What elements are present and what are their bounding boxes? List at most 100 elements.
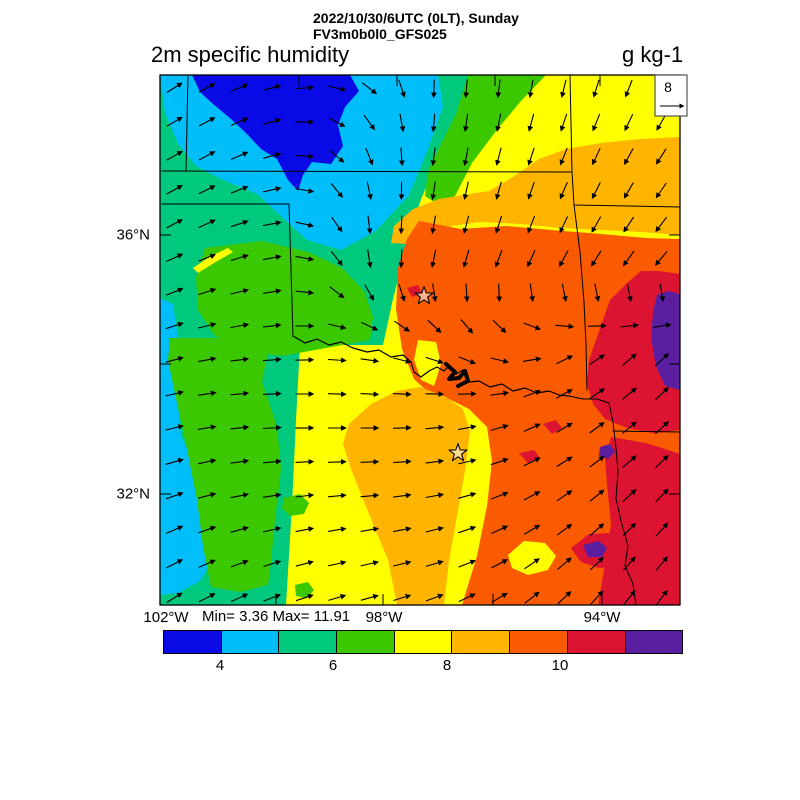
wind-arrow: [589, 388, 605, 400]
wind-arrow: [263, 118, 282, 125]
wind-arrow: [592, 113, 601, 132]
wind-arrow: [166, 82, 183, 93]
wind-arrow: [295, 289, 315, 296]
wind-arrow: [230, 390, 250, 397]
wind-arrow: [366, 181, 373, 200]
wind-arrow: [361, 321, 379, 331]
wind-arrow: [556, 456, 573, 467]
wind-arrow: [198, 287, 217, 296]
wind-arrow: [492, 319, 507, 334]
wind-arrow: [490, 357, 509, 364]
wind-arrow: [624, 79, 633, 98]
wind-arrow: [230, 219, 249, 228]
wind-arrow: [494, 249, 503, 268]
wind-arrow: [327, 458, 347, 465]
wind-arrow: [463, 113, 469, 133]
wind-arrow: [360, 492, 380, 499]
region-purple-11-12-east: [651, 291, 680, 390]
wind-arrow: [360, 357, 380, 364]
wind-arrow: [392, 424, 412, 431]
wind-arrow: [166, 219, 184, 229]
wind-arrow: [559, 147, 568, 166]
wind-arrow: [330, 183, 343, 198]
wind-arrow: [230, 458, 250, 465]
wind-arrow: [655, 589, 668, 606]
wind-arrow: [230, 253, 249, 262]
wind-arrow: [458, 458, 477, 465]
wind-arrow: [166, 253, 184, 263]
wind-arrow: [622, 387, 637, 400]
wind-arrow: [328, 117, 346, 127]
star-marker: [414, 285, 434, 305]
wind-arrow: [263, 186, 282, 193]
wind-arrow: [328, 560, 347, 567]
wind-arrow: [622, 556, 636, 571]
wind-arrow: [262, 424, 282, 431]
wind-arrow: [425, 424, 445, 431]
wind-arrow: [622, 353, 637, 366]
wind-arrow: [527, 250, 536, 268]
wind-arrow: [360, 391, 380, 398]
wind-arrow: [524, 558, 540, 570]
wind-arrow: [654, 387, 669, 401]
wind-arrow: [165, 458, 184, 465]
lon-label-102W: 102°W: [143, 609, 189, 626]
valid-time-title: 2022/10/30/6UTC (0LT), Sunday: [313, 10, 519, 26]
wind-arrow: [624, 148, 634, 166]
wind-arrow: [360, 594, 379, 601]
wind-arrow: [524, 591, 540, 604]
region-green-6-7-central: [196, 241, 373, 356]
wind-arrow: [198, 458, 217, 465]
wind-arrow: [263, 559, 282, 568]
region-yellow-streak-in-green: [193, 248, 233, 273]
wind-arrow: [655, 556, 668, 571]
wind-arrow: [495, 79, 502, 99]
wind-arrow: [198, 253, 216, 262]
wind-arrow: [523, 457, 541, 467]
wind-arrow: [230, 593, 249, 603]
wind-arrow: [360, 526, 380, 533]
wind-arrow: [556, 490, 573, 502]
wind-arrow: [430, 215, 437, 235]
colorbar-segment-8: [624, 630, 684, 654]
wind-arrow: [491, 525, 509, 535]
wind-arrow: [198, 83, 216, 93]
region-yellow-strip-mid: [414, 340, 441, 386]
wind-arrow: [263, 288, 282, 295]
wind-arrow: [392, 526, 412, 533]
wind-arrow: [463, 79, 469, 99]
wind-arrow: [622, 250, 635, 267]
wind-arrow: [425, 458, 445, 465]
wind-arrow: [295, 221, 314, 228]
wind-arrow: [623, 182, 634, 199]
wind-arrow: [393, 560, 412, 567]
wind-arrow: [427, 319, 442, 333]
wind-arrow: [495, 147, 502, 166]
wind-arrow: [262, 220, 282, 227]
wind-arrow: [458, 593, 476, 603]
wind-arrow: [462, 215, 470, 234]
wind-arrow: [592, 79, 600, 98]
wind-arrow: [430, 79, 437, 99]
wind-arrow: [655, 182, 667, 199]
wind-arrow: [496, 283, 503, 303]
wind-arrow: [198, 322, 217, 329]
wind-arrow: [590, 590, 604, 605]
wind-arrow: [166, 559, 184, 569]
region-green-dot-1: [282, 494, 309, 516]
wind-arrow: [361, 82, 378, 95]
wind-arrow: [295, 560, 314, 567]
wind-arrow: [166, 592, 183, 603]
wind-arrow: [495, 113, 502, 132]
wind-arrow: [365, 147, 374, 166]
colorbar-tick-4: 4: [215, 657, 225, 674]
wind-arrow: [295, 255, 315, 262]
colorbar-segment-7: [566, 630, 626, 654]
wind-arrow: [591, 216, 602, 233]
wind-arrow: [198, 185, 216, 195]
wind-arrow: [295, 458, 315, 465]
wind-arrow: [198, 356, 217, 363]
wind-arrow: [527, 113, 535, 132]
border-tx-ar-la: [568, 395, 637, 605]
wind-arrow: [366, 215, 373, 235]
